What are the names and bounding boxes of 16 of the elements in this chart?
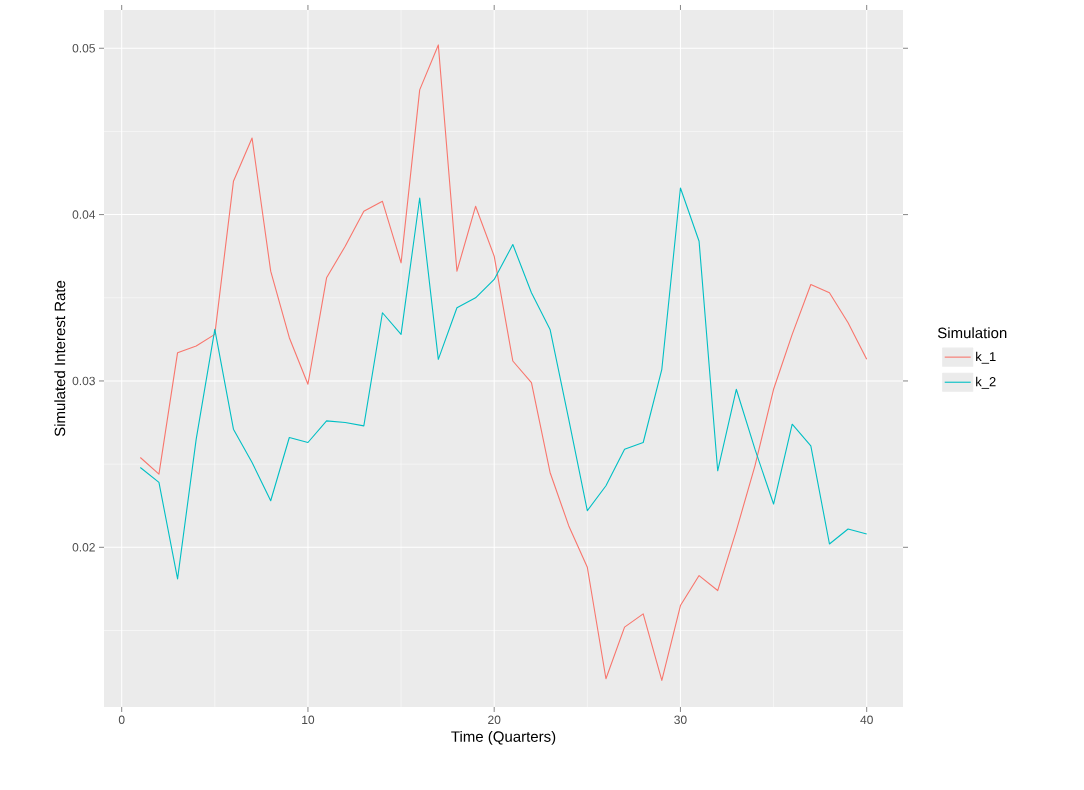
y-tick-label: 0.05 (72, 44, 95, 53)
x-tick-label: 20 (488, 715, 501, 725)
y-tick-label: 0.03 (72, 376, 95, 386)
x-tick-label: 0 (118, 715, 125, 725)
x-axis-title: Time (Quarters) (451, 730, 556, 745)
x-tick-label: 30 (674, 715, 687, 725)
legend-label: k_2 (976, 376, 996, 389)
y-tick-label: 0.02 (72, 543, 95, 552)
line-series (139, 187, 868, 580)
line-series (139, 44, 868, 681)
x-tick-label: 40 (860, 715, 873, 725)
legend-title: Simulation (937, 327, 1007, 339)
y-tick-label: 0.04 (72, 210, 96, 219)
x-tick-label: 10 (302, 715, 315, 725)
legend-label: k_1 (976, 351, 996, 364)
y-axis-title: Simulated Interest Rate (54, 280, 66, 437)
